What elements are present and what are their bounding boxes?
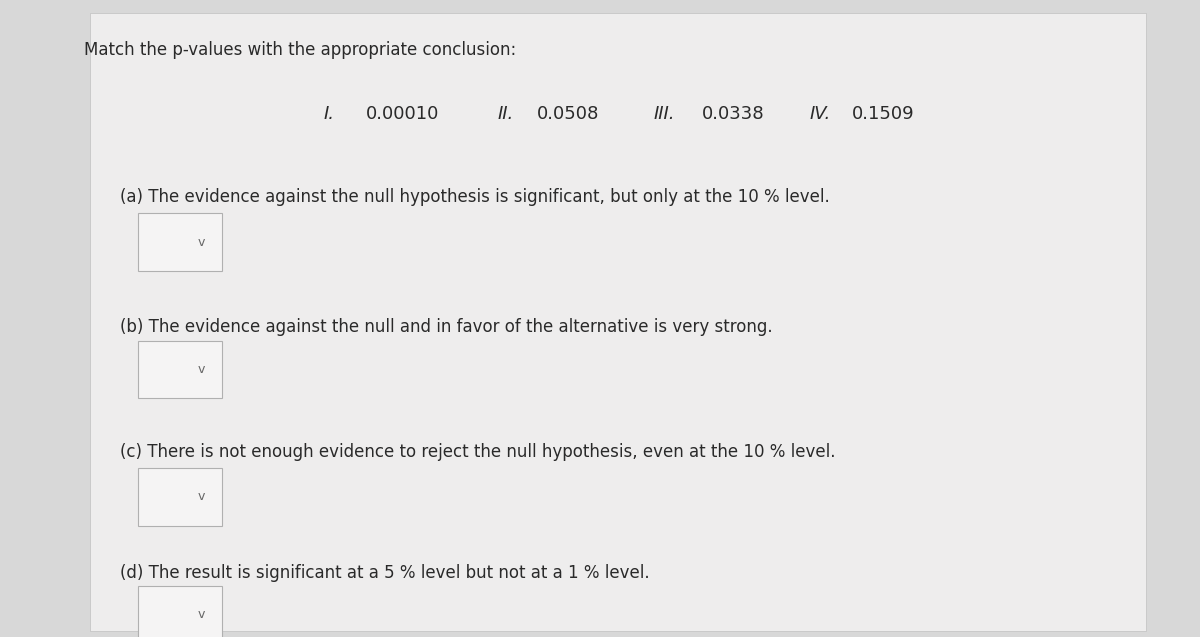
FancyBboxPatch shape bbox=[90, 13, 1146, 631]
Text: 0.0338: 0.0338 bbox=[702, 105, 764, 123]
FancyBboxPatch shape bbox=[138, 586, 222, 637]
Text: 0.00010: 0.00010 bbox=[366, 105, 439, 123]
Text: (b) The evidence against the null and in favor of the alternative is very strong: (b) The evidence against the null and in… bbox=[120, 318, 773, 336]
Text: III.: III. bbox=[654, 105, 676, 123]
Text: v: v bbox=[197, 236, 205, 248]
Text: IV.: IV. bbox=[810, 105, 832, 123]
FancyBboxPatch shape bbox=[138, 341, 222, 398]
Text: (d) The result is significant at a 5 % level but not at a 1 % level.: (d) The result is significant at a 5 % l… bbox=[120, 564, 649, 582]
Text: 0.0508: 0.0508 bbox=[536, 105, 599, 123]
Text: II.: II. bbox=[498, 105, 515, 123]
Text: (c) There is not enough evidence to reject the null hypothesis, even at the 10 %: (c) There is not enough evidence to reje… bbox=[120, 443, 835, 461]
Text: Match the p-values with the appropriate conclusion:: Match the p-values with the appropriate … bbox=[84, 41, 516, 59]
FancyBboxPatch shape bbox=[138, 213, 222, 271]
Text: I.: I. bbox=[324, 105, 335, 123]
Text: v: v bbox=[197, 363, 205, 376]
FancyBboxPatch shape bbox=[138, 468, 222, 526]
Text: v: v bbox=[197, 490, 205, 503]
Text: v: v bbox=[197, 608, 205, 621]
Text: (a) The evidence against the null hypothesis is significant, but only at the 10 : (a) The evidence against the null hypoth… bbox=[120, 188, 829, 206]
Text: 0.1509: 0.1509 bbox=[852, 105, 914, 123]
